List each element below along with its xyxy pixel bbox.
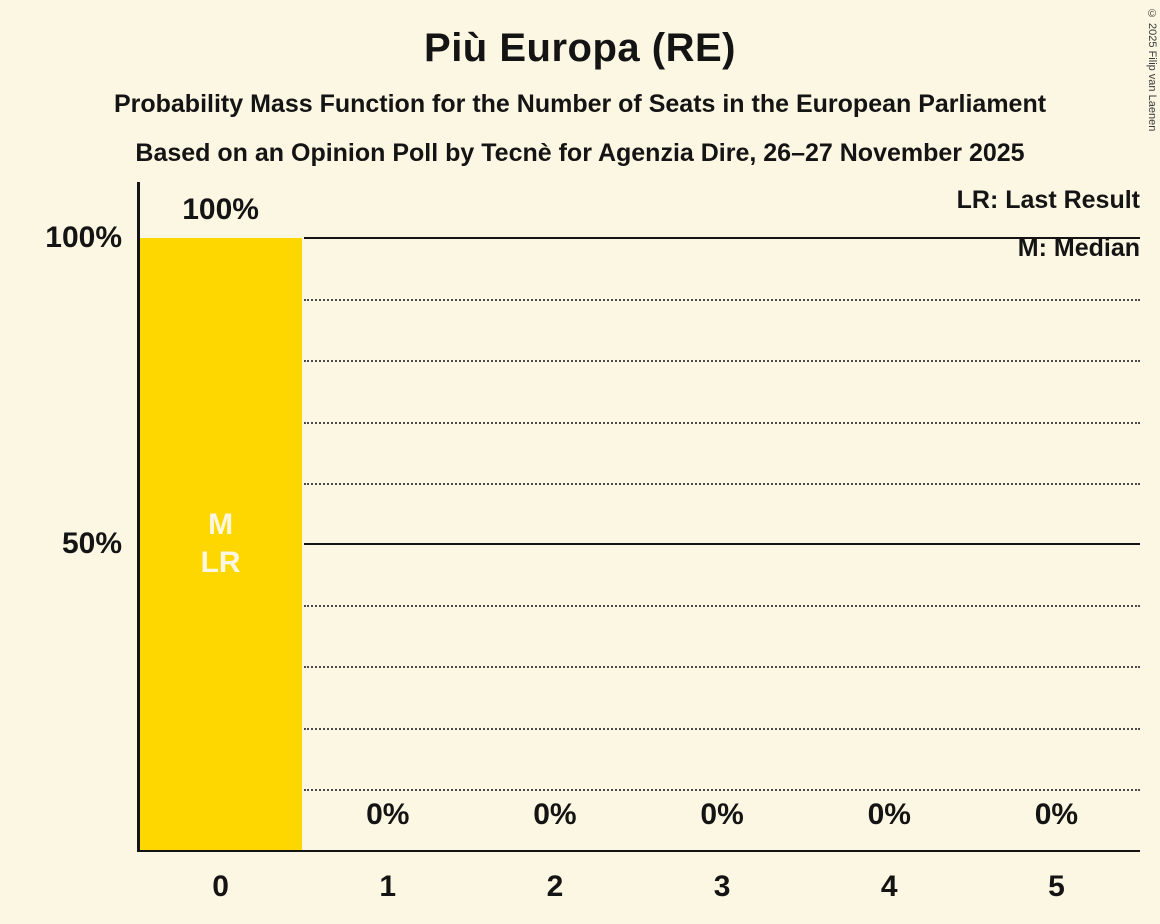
bar-annotation-m-lr: M LR	[201, 506, 241, 582]
legend-last-result: LR: Last Result	[956, 186, 1140, 214]
chart-subtitle-line2: Based on an Opinion Poll by Tecnè for Ag…	[135, 139, 1025, 167]
x-axis-tick-5: 5	[1048, 870, 1065, 903]
y-axis-line	[137, 182, 140, 852]
chart-subtitle-line1: Probability Mass Function for the Number…	[113, 90, 1047, 118]
bar-value-label-2: 0%	[533, 798, 577, 831]
gridline-solid-50	[304, 543, 1140, 545]
x-axis-tick-4: 4	[880, 870, 898, 903]
bar-seats-0	[139, 238, 302, 850]
copyright-text: © 2025 Filip van Laenen	[1146, 8, 1158, 132]
bar-annotation-line-m: M	[208, 508, 234, 541]
chart-title: Più Europa (RE)	[424, 26, 736, 70]
bar-value-label-1: 0%	[366, 798, 410, 831]
gridline-dotted-40	[304, 605, 1140, 608]
x-axis-tick-1: 1	[379, 870, 397, 903]
y-axis-tick-50%: 50%	[61, 527, 122, 560]
bar-value-label-0: 100%	[182, 193, 259, 226]
x-axis-tick-3: 3	[713, 870, 731, 903]
bar-annotation-line-lr: LR	[200, 546, 241, 579]
gridline-dotted-80	[304, 360, 1140, 363]
x-axis-line	[137, 850, 1140, 852]
gridline-dotted-60	[304, 482, 1140, 485]
x-axis-tick-2: 2	[546, 870, 564, 903]
bar-value-label-4: 0%	[867, 798, 911, 831]
gridline-dotted-90	[304, 299, 1140, 302]
bar-value-label-3: 0%	[700, 798, 744, 831]
y-axis-tick-100%: 100%	[45, 221, 122, 254]
x-axis-tick-0: 0	[212, 870, 229, 903]
gridline-dotted-20	[304, 727, 1140, 730]
gridline-solid-100	[304, 237, 1140, 239]
gridline-dotted-10	[304, 788, 1140, 791]
gridline-dotted-30	[304, 666, 1140, 669]
bar-value-label-5: 0%	[1034, 798, 1079, 831]
gridline-dotted-70	[304, 421, 1140, 424]
